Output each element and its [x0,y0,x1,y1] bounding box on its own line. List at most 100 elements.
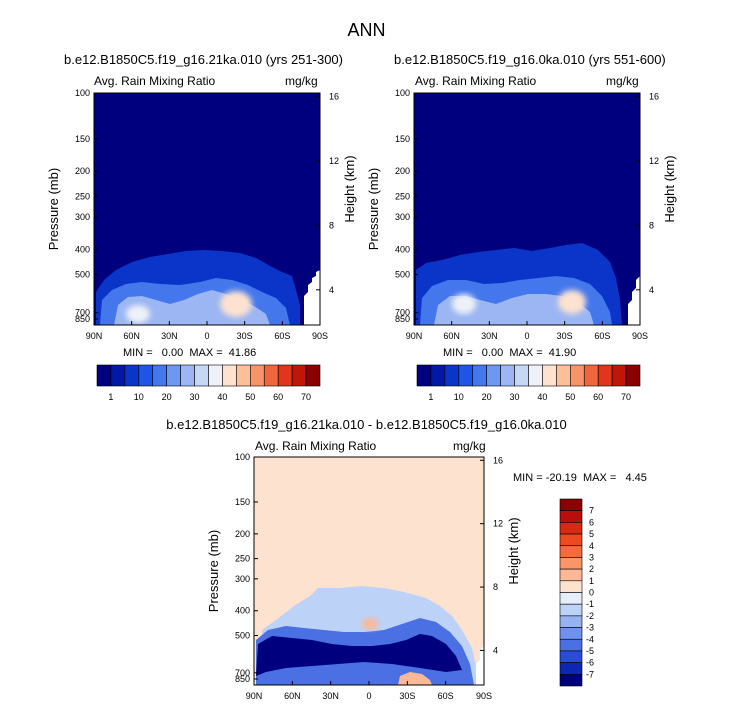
colorbar-panel-2-label: 60 [593,392,603,402]
panel-1-x-tick-label: 90S [312,331,328,341]
colorbar-panel-2-swatch [514,364,529,387]
colorbar-panel-3-label: -7 [586,669,594,679]
panel-1-y-tick-label: 850 [75,314,90,324]
colorbar-panel-2-label: 50 [565,392,575,402]
colorbar-panel-3-swatch [559,662,583,675]
colorbar-panel-3-label: 3 [589,552,594,562]
panel-3-stats: MIN = -20.19 MAX = 4.45 [513,472,647,484]
panel-3-ylabel: Pressure (mb) [206,530,221,612]
colorbar-panel-2-swatch [528,364,543,387]
colorbar-panel-2-label: 10 [454,392,464,402]
panel-3-y-tick-label: 700 [235,668,250,678]
panel-2-plot [413,92,641,326]
panel-1-y-tick-label: 700 [75,308,90,318]
colorbar-panel-3-swatch [559,650,583,663]
colorbar-panel-3-swatch [559,592,583,605]
panel-3-plot [253,456,485,686]
panel-2-y-tick-label: 500 [395,270,410,280]
panel-2-y2label: Height (km) [662,155,677,222]
panel-1-y2label: Height (km) [342,155,357,222]
colorbar-panel-3-swatch [559,603,583,617]
panel-3-x-tick-label: 0 [366,691,371,701]
colorbar-panel-2-label: 20 [482,392,492,402]
colorbar-panel-2-label: 40 [537,392,547,402]
colorbar-panel-3-label: 4 [589,541,594,551]
colorbar-panel-3-swatch [559,638,583,652]
panel-3-x-tick-label: 30N [322,691,339,701]
colorbar-panel-3-label: -1 [586,599,594,609]
colorbar-panel-2-swatch [556,364,571,387]
colorbar-panel-1-swatch [305,364,321,387]
colorbar-panel-3-swatch [559,568,583,582]
colorbar-panel-2-swatch [570,364,585,387]
colorbar-panel-3-label: 5 [589,529,594,539]
colorbar-panel-2-swatch [583,364,599,387]
colorbar-panel-1-label: 50 [245,392,255,402]
panel-3-y2label: Height (km) [506,517,521,584]
panel-3-x-tick-label: 90N [246,691,263,701]
panel-2-x-tick-label: 30N [481,331,498,341]
panel-2-x-tick-label: 30S [557,331,573,341]
colorbar-panel-1-swatch [194,364,209,387]
colorbar-panel-2-swatch [416,364,432,387]
colorbar-panel-1-label: 1 [108,392,113,402]
colorbar-panel-3-label: 7 [589,506,594,516]
panel-3-y-tick-label: 300 [235,574,250,584]
panel-2-field-name: Avg. Rain Mixing Ratio [415,74,537,88]
colorbar-panel-3-swatch [559,545,583,558]
colorbar-panel-1-swatch [236,364,251,387]
panel-2-stats: MIN = 0.00 MAX = 41.90 [443,347,577,359]
colorbar-panel-2-swatch [597,364,613,387]
colorbar-panel-2-swatch [430,364,446,387]
panel-3-x-tick-label: 30S [399,691,415,701]
panel-2-x-tick-label: 90N [406,331,423,341]
colorbar-panel-2-label: 30 [510,392,520,402]
panel-3-y2-tick-label: 8 [493,582,498,592]
panel-2-ylabel: Pressure (mb) [366,168,381,250]
colorbar-panel-3-label: -4 [586,634,594,644]
panel-1-axes: 90N 60N 30N 0 30S 60S 90S 100 150 200 250 300 400 500… [46,88,357,341]
panel-1-y2-tick-label: 8 [329,220,334,230]
colorbar-panel-1-swatch [152,364,167,387]
panel-2-y-tick-label: 400 [395,244,410,254]
colorbar-panel-2-label: 1 [428,392,433,402]
panel-3-x-tick-label: 60N [284,691,301,701]
colorbar-panel-1-label: 20 [162,392,172,402]
panel-1-peak-south [220,291,252,317]
panel-3-x-tick-label: 90S [476,691,492,701]
panel-3-positive-upper [362,618,378,630]
panel-2-peak-north [452,294,476,314]
panel-1-ylabel: Pressure (mb) [46,168,61,250]
panel-3-field-name: Avg. Rain Mixing Ratio [255,439,377,453]
colorbar-panel-3-swatch [559,498,583,511]
panel-3-title: b.e12.B1850C5.f19_g16.21ka.010 - b.e12.B… [166,417,567,432]
panel-3-contour-negative-dark [256,634,462,676]
colorbar-panel-3-swatch [559,522,583,535]
colorbar-panel-1-label: 60 [273,392,283,402]
panel-3-units: mg/kg [453,439,486,453]
colorbar-panel-3-label: -3 [586,623,594,633]
panel-2-x-tick-label: 60N [443,331,460,341]
panel-2-units: mg/kg [606,74,639,88]
panel-3-y2-tick-label: 4 [493,645,498,655]
colorbar-panel-2-swatch [542,364,557,387]
colorbar-panel-3-swatch [559,615,583,628]
panel-1-field-name: Avg. Rain Mixing Ratio [94,74,216,88]
colorbar-panel-1-swatch [291,364,307,387]
colorbar-panel-1-swatch [263,364,279,387]
colorbar-panel-1-label: 70 [301,392,311,402]
panel-3-y-tick-label: 500 [235,630,250,640]
panel-2-y2-tick-label: 16 [649,91,659,101]
panel-2-x-tick-label: 60S [594,331,610,341]
panel-1-y-tick-label: 300 [75,212,90,222]
colorbar-panel-3-label: 0 [589,588,594,598]
colorbar-panel-2-swatch [472,364,487,387]
colorbar-panel-2-swatch [500,364,515,387]
panel-1-y-tick-label: 500 [75,270,90,280]
panel-1-x-tick-label: 30S [237,331,253,341]
colorbar-panel-3: 76 5 43 2 1 0-1 -2 -3-4 -5 -6-7 [559,498,594,687]
colorbar-panel-1-swatch [250,364,265,387]
panel-1-units: mg/kg [285,74,318,88]
panel-3-y2-tick-label: 16 [493,455,503,465]
panel-2-peak-south [558,290,586,314]
